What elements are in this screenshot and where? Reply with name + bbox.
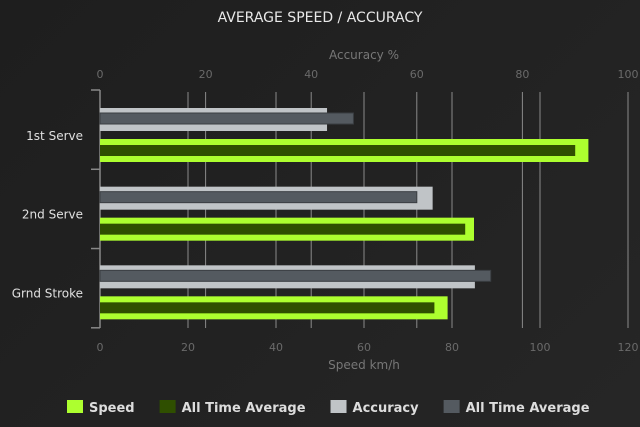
accuracy-axis-label: Accuracy %: [329, 48, 399, 62]
legend-label: All Time Average: [466, 401, 590, 416]
legend-swatch: [330, 400, 347, 413]
accuracy-average-bar: [99, 191, 418, 204]
speed-average-bar: [100, 145, 576, 156]
chart-title: AVERAGE SPEED / ACCURACY: [218, 10, 423, 26]
legend-swatch: [67, 400, 83, 413]
accuracy-tick-label: 60: [410, 68, 424, 81]
accuracy-average-bar: [99, 269, 492, 282]
speed-tick-label: 100: [530, 341, 551, 354]
speed-average-bar: [100, 302, 435, 314]
accuracy-average-bar: [99, 112, 354, 125]
legend-label: All Time Average: [182, 401, 306, 416]
speed-tick-label: 60: [357, 341, 371, 354]
accuracy-tick-label: 40: [304, 68, 318, 81]
accuracy-tick-label: 0: [97, 68, 104, 81]
accuracy-tick-label: 100: [618, 68, 639, 81]
speed-tick-label: 80: [445, 341, 459, 354]
accuracy-tick-label: 80: [515, 68, 529, 81]
speed-tick-label: 0: [97, 341, 104, 354]
speed-average-bar: [100, 223, 466, 235]
category-label: 2nd Serve: [22, 208, 83, 222]
legend-label: Accuracy: [353, 401, 420, 416]
category-label: Grnd Stroke: [12, 286, 83, 300]
speed-tick-label: 120: [618, 341, 639, 354]
category-label: 1st Serve: [26, 129, 83, 143]
speed-axis-label: Speed km/h: [328, 358, 400, 372]
legend-swatch: [443, 400, 460, 413]
legend-label: Speed: [89, 401, 135, 416]
speed-tick-label: 20: [181, 341, 195, 354]
legend-swatch: [159, 400, 176, 413]
speed-tick-label: 40: [269, 341, 283, 354]
accuracy-tick-label: 20: [199, 68, 213, 81]
